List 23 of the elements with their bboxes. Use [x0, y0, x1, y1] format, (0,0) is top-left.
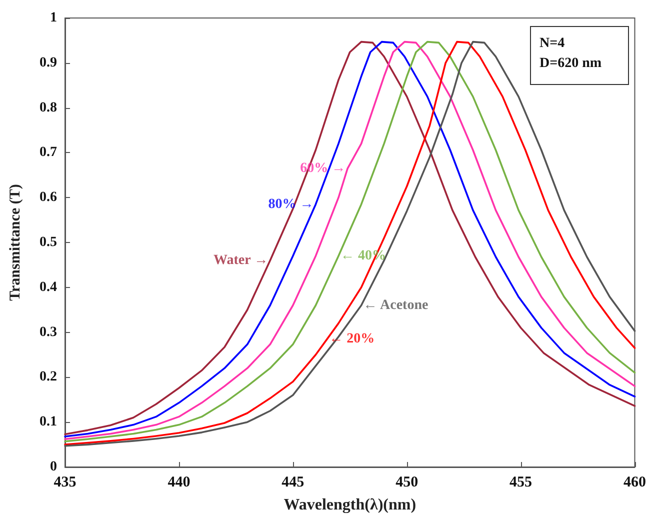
- x-tick-label: 435: [54, 474, 76, 490]
- x-tick-label: 440: [168, 474, 190, 490]
- y-tick-label: 0.8: [40, 100, 57, 116]
- annotation: N=4: [540, 36, 565, 51]
- y-tick-label: 0.9: [40, 55, 57, 70]
- x-axis-title: Wavelength(λ)(nm): [284, 496, 416, 514]
- y-tick-label: 0.6: [40, 190, 57, 206]
- y-tick-label: 1: [50, 10, 57, 26]
- x-tick-label: 450: [396, 474, 418, 490]
- x-tick-label: 445: [282, 474, 304, 490]
- y-tick-label: 0.7: [40, 145, 57, 160]
- annotation: ← Acetone: [363, 298, 428, 313]
- y-tick-label: 0.5: [40, 235, 57, 250]
- annotation: D=620 nm: [540, 56, 602, 71]
- y-tick-label: 0: [50, 460, 57, 474]
- x-tick-label: 460: [624, 474, 646, 490]
- y-tick-label: 0.4: [40, 280, 57, 295]
- y-tick-label: 0.3: [40, 324, 57, 340]
- annotation: Water →: [214, 252, 268, 268]
- y-tick-label: 0.1: [40, 414, 57, 430]
- x-tick-label: 455: [510, 474, 532, 490]
- y-tick-label: 0.2: [40, 370, 57, 385]
- y-axis-title: Transmittance (T): [8, 184, 24, 301]
